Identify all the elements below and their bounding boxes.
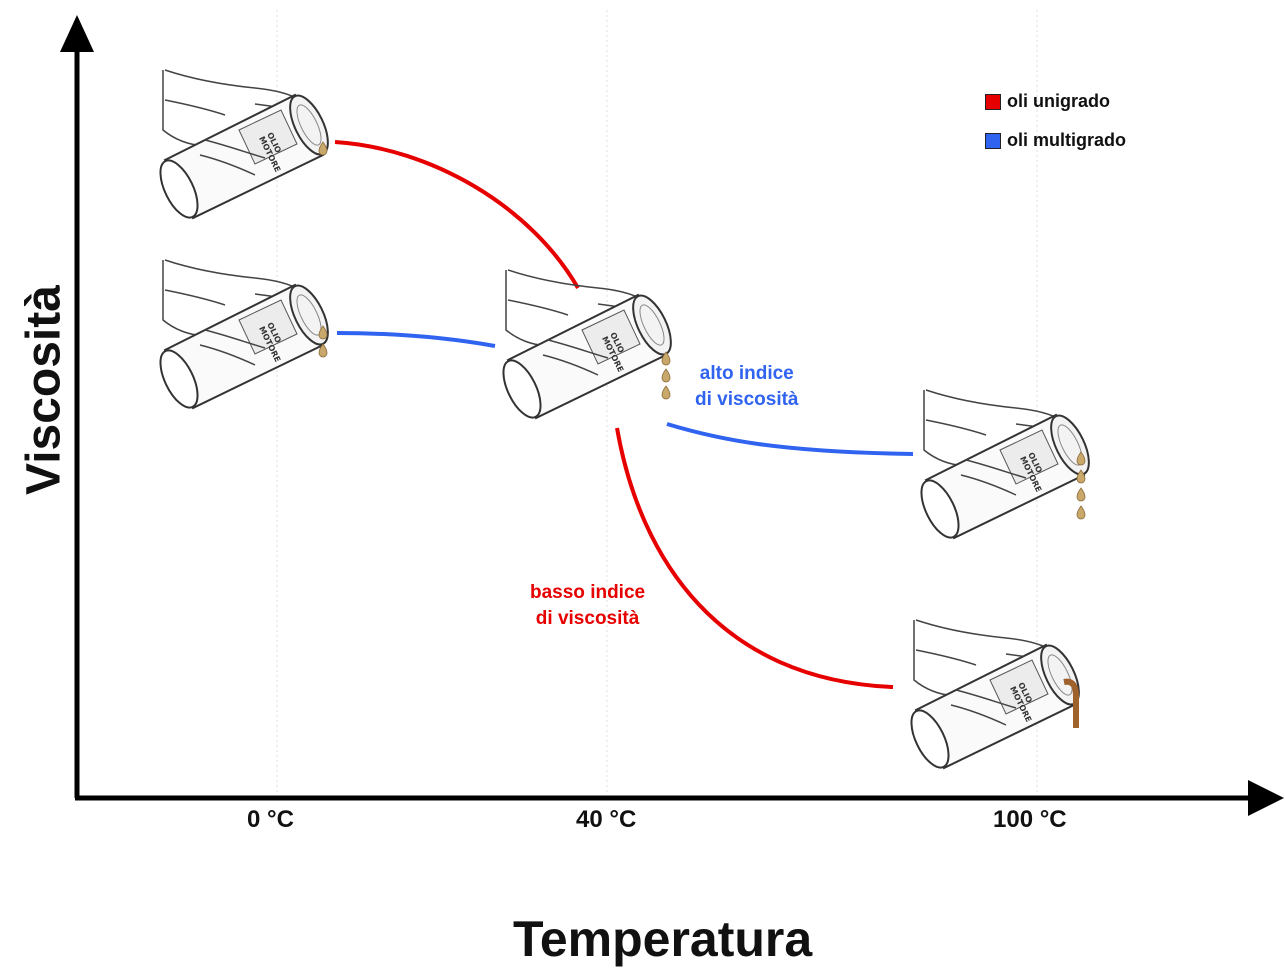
pouring-oil-can-icon: OLIOMOTORE bbox=[902, 619, 1088, 774]
legend-swatch-blue bbox=[985, 132, 1001, 149]
unigrade-curve-upper bbox=[334, 140, 580, 290]
x-axis-arrow-icon bbox=[1248, 780, 1284, 816]
y-axis-arrow-icon bbox=[60, 15, 94, 52]
x-axis-label: Temperatura bbox=[513, 911, 813, 967]
multigrade-curve-right bbox=[666, 422, 914, 456]
legend-label: oli multigrado bbox=[1007, 130, 1126, 150]
unigrade-annotation: basso indice di viscosità bbox=[530, 580, 645, 632]
legend-item-multigrade: oli multigrado bbox=[985, 130, 1126, 151]
unigrade-curve-lower bbox=[615, 427, 894, 689]
pouring-oil-can-icon: OLIOMOTORE bbox=[494, 269, 680, 424]
tick-label-40c: 40 °C bbox=[576, 806, 637, 833]
multigrade-curve-left bbox=[336, 331, 496, 348]
pouring-oil-can-icon: OLIOMOTORE bbox=[151, 69, 337, 224]
legend-item-unigrade: oli unigrado bbox=[985, 91, 1110, 112]
annotation-line: di viscosità bbox=[535, 608, 640, 629]
tick-label-0c: 0 °C bbox=[247, 806, 294, 833]
annotation-line: basso indice bbox=[530, 582, 646, 603]
annotation-line: alto indice bbox=[699, 363, 794, 384]
annotation-line: di viscosità bbox=[695, 389, 799, 410]
pouring-oil-can-icon: OLIOMOTORE bbox=[151, 259, 337, 414]
multigrade-annotation: alto indice di viscosità bbox=[695, 361, 799, 413]
tick-label-100c: 100 °C bbox=[993, 806, 1067, 833]
y-axis-label: Viscosità bbox=[17, 285, 71, 495]
legend-swatch-red bbox=[985, 93, 1001, 110]
pouring-oil-can-icon: OLIOMOTORE bbox=[912, 389, 1098, 544]
legend-label: oli unigrado bbox=[1007, 91, 1110, 111]
